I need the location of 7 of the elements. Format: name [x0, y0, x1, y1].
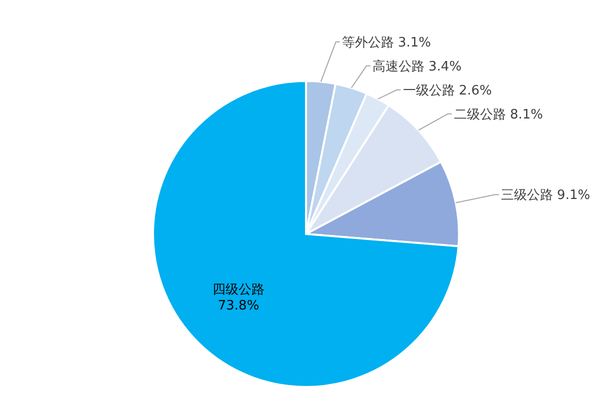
slice-label: 高速公路 3.4%: [372, 58, 462, 74]
slice-label: 等外公路 3.1%: [342, 35, 432, 50]
slice-label: 四级公路: [212, 282, 265, 298]
slice-label: 三级公路 9.1%: [500, 188, 590, 204]
slice-label: 二级公路 8.1%: [454, 107, 543, 122]
slice-label: 一级公路 2.6%: [402, 83, 492, 98]
data-label: 73.8%: [218, 298, 260, 314]
